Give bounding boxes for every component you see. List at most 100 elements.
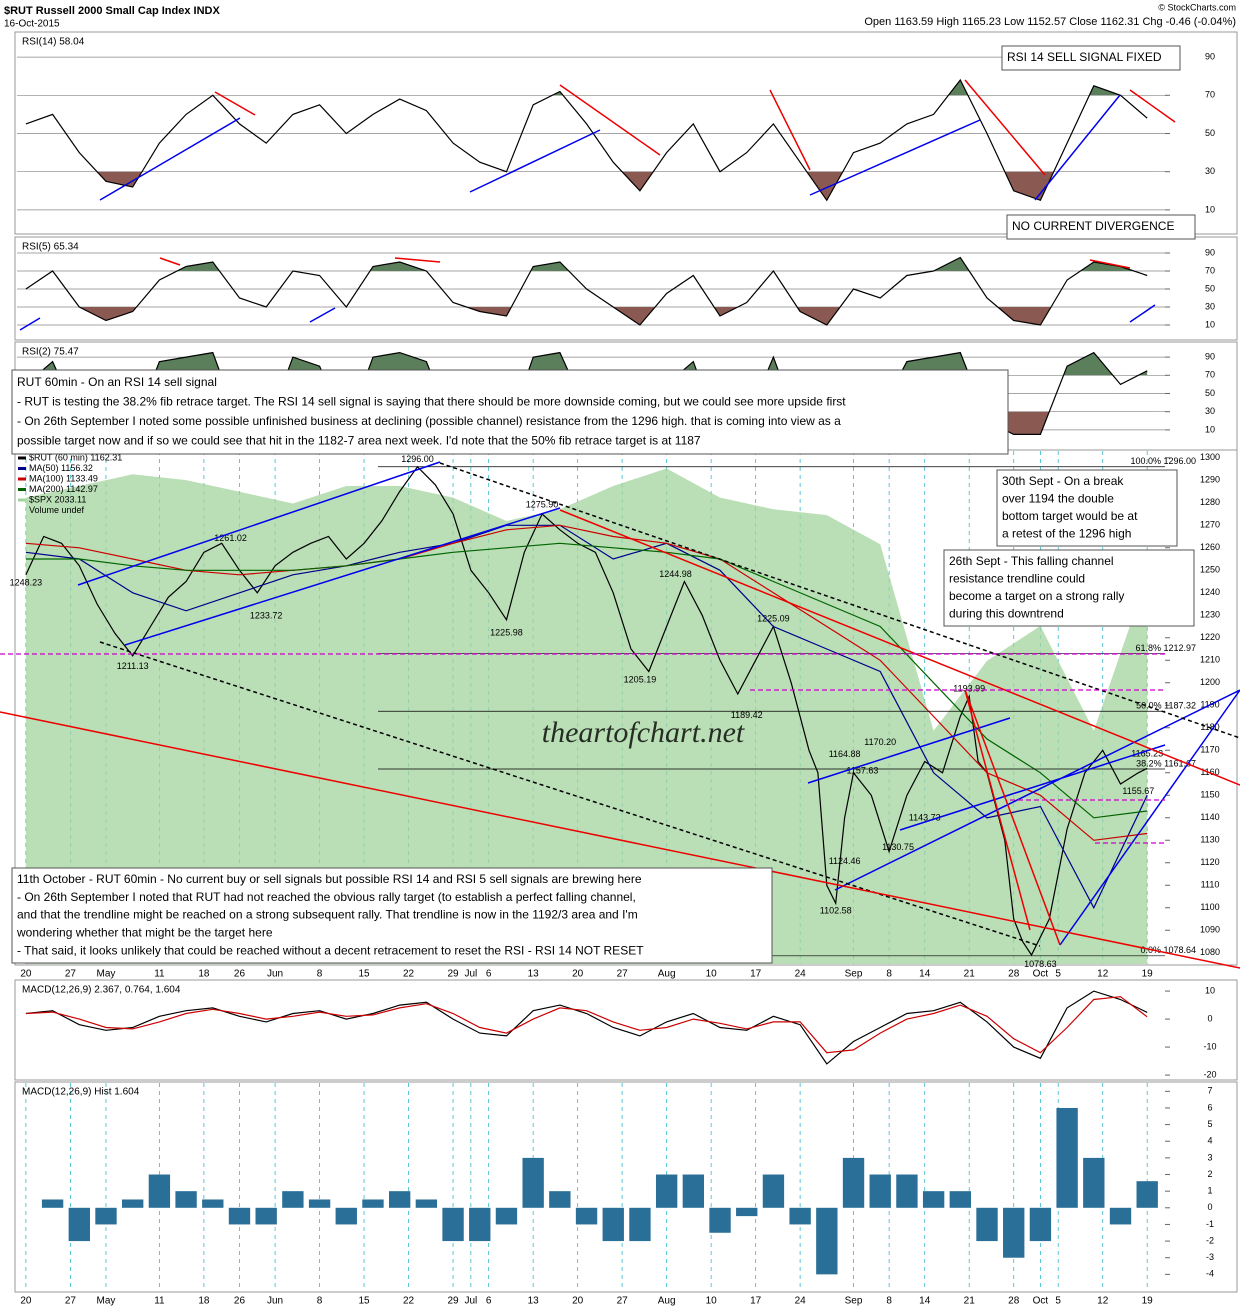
series-line [25,524,1148,841]
x-tick-label: 28 [1008,1296,1020,1307]
series-line [25,542,1148,819]
annotation-text: 30th Sept - On a break [1002,474,1124,488]
x-tick-label: 8 [886,969,892,980]
panel-title: MACD(12,26,9) Hist 1.604 [22,1087,140,1098]
y-tick-label: 1 [1207,1186,1212,1196]
price-label: 1130.75 [882,842,914,852]
price-label: 1248.23 [10,578,43,588]
x-tick-label: Sep [845,969,863,980]
x-tick-label: 10 [706,969,718,980]
annotation-text: NO CURRENT DIVERGENCE [1012,219,1174,233]
red-divergence [159,79,1176,269]
y-tick-label: -3 [1206,1252,1214,1262]
panel-title: RSI(2) 75.47 [22,347,79,358]
annotation-text: - On 26th September I noted that RUT had… [17,890,636,904]
y-tick-label: 70 [1205,265,1215,275]
histogram-bar [308,1199,331,1208]
histogram-bar [1109,1207,1132,1225]
blue-trendline [77,461,1240,946]
series-line [25,996,1148,1054]
y-tick-label: 1090 [1200,925,1220,935]
x-tick-label: 27 [617,1296,629,1307]
series-line [25,465,1148,957]
quote: Open 1163.59 High 1165.23 Low 1152.57 Cl… [864,16,1236,28]
price-label: 1078.63 [1024,959,1057,969]
price-label: 1244.98 [659,569,692,579]
x-tick-label: 20 [572,1296,584,1307]
histogram-bar [335,1207,357,1225]
x-tick-label: 17 [750,969,762,980]
x-tick-label: 12 [1097,969,1109,980]
legend-label: $RUT (60 min) 1162.31 [29,452,122,462]
histogram-bar [95,1207,117,1225]
histogram-bar [976,1207,998,1242]
histogram-bar [362,1199,384,1208]
legend-note: Volume undef [29,505,85,515]
y-tick-label: 30 [1205,166,1215,176]
histogram-bar [148,1174,171,1208]
price-label: 1211.13 [117,661,149,671]
annotation-box [11,867,773,964]
annotation-box [1006,214,1196,240]
x-tick-label: Oct [1033,969,1049,980]
panel-title: RSI(5) 65.34 [22,242,79,253]
x-tick-label: 22 [403,1296,415,1307]
x-tick-label: 14 [919,969,931,980]
y-tick-label: -20 [1203,1069,1216,1079]
panel-frame [14,979,1238,1081]
y-tick-label: 2 [1207,1169,1212,1179]
fib-label: 50.0% 1187.32 [1136,701,1196,711]
y-tick-label: 5 [1207,1119,1212,1129]
y-tick-label: 1100 [1200,902,1219,912]
y-tick-label: 1270 [1200,520,1220,530]
x-tick-label: 18 [198,1296,210,1307]
histogram-bar [896,1174,918,1208]
x-tick-label: 11 [154,969,165,980]
annotation-text: become a target on a strong rally [949,589,1124,603]
histogram-bar [495,1207,518,1225]
y-tick-label: -4 [1206,1269,1214,1279]
histogram-bar [282,1191,304,1208]
histogram-bar [1136,1181,1158,1208]
y-tick-label: 0 [1207,1202,1212,1212]
annotation-text: RUT 60min - On an RSI 14 sell signal [17,375,217,389]
x-tick-label: 8 [886,1296,892,1307]
histogram-bar [1003,1207,1025,1258]
y-tick-label: 1300 [1200,452,1220,462]
y-tick-label: 1280 [1200,497,1220,507]
x-tick-label: 15 [359,969,371,980]
y-tick-label: 0 [1207,1013,1212,1023]
legend-label: MA(50) 1156.32 [29,463,93,473]
annotation-text: over 1194 the double [1002,491,1114,505]
annotation-text: possible target now and if so we could s… [17,433,701,447]
x-tick-label: 14 [919,1296,931,1307]
histogram-bar [1056,1107,1078,1208]
annotation-text: bottom target would be at [1002,509,1138,523]
histogram-bar [602,1207,624,1242]
x-tick-label: 8 [317,1296,323,1307]
x-tick-label: 29 [447,969,459,980]
x-tick-label: 20 [20,1296,32,1307]
fib-label: 0.0% 1078.64 [1140,945,1196,955]
annotation-text: 11th October - RUT 60min - No current bu… [17,872,642,886]
histogram-bar [762,1174,785,1208]
price-label: 1275.90 [526,499,559,509]
y-tick-label: 1130 [1200,835,1219,845]
histogram-bar [68,1207,90,1242]
y-tick-label: 50 [1205,283,1215,293]
price-label: 1165.23 [1131,748,1163,758]
y-tick-label: 10 [1205,204,1215,214]
watermark: theartofchart.net [542,716,745,749]
x-tick-label: 21 [964,969,976,980]
x-tick-label: 28 [1008,969,1020,980]
histogram-bar [575,1207,598,1225]
y-tick-label: 10 [1205,985,1215,995]
y-tick-label: 1230 [1200,610,1220,620]
panel-frame [14,1081,1238,1293]
x-tick-label: 20 [572,969,584,980]
fib-label: 38.2% 1161.67 [1136,758,1196,768]
price-label: 1124.46 [829,856,861,866]
black-trendline [99,462,1240,947]
y-tick-label: 50 [1205,128,1215,138]
